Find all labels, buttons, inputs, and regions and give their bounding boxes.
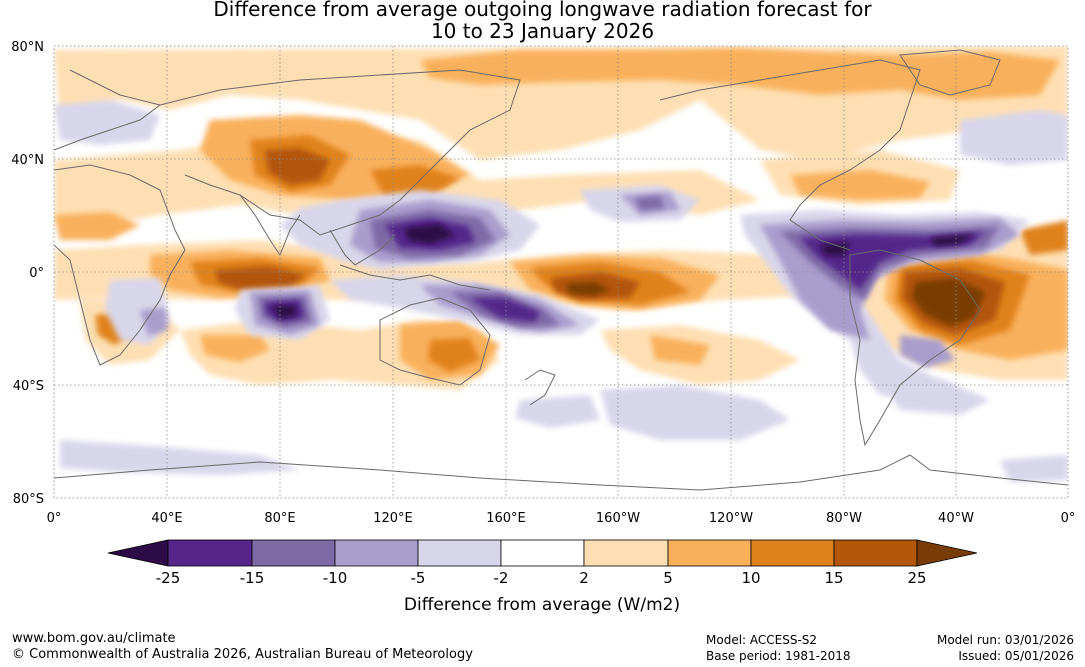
latitude-labels: 80°N 40°N 0° 40°S 80°S (11, 40, 44, 507)
anomaly-region (790, 170, 930, 200)
anomaly-region (420, 48, 1060, 100)
colorbar-extend-low (107, 539, 169, 567)
colorbar (107, 539, 978, 567)
colorbar-extend-high (916, 539, 978, 567)
anomaly-region (960, 110, 1068, 165)
lon-label: 160°W (596, 511, 640, 526)
colorbar-swatch (251, 539, 336, 567)
anomaly-region (54, 212, 140, 240)
lat-label: 80°N (11, 40, 44, 55)
anomaly-region (140, 308, 168, 336)
lat-label: 0° (29, 266, 44, 281)
footer-model: Model: ACCESS-S2 (706, 633, 818, 647)
anomaly-region (900, 335, 955, 368)
colorbar-swatch (500, 539, 585, 567)
coastline-indonesia (339, 264, 491, 291)
coastline-asia (159, 69, 521, 236)
anomaly-region (470, 298, 540, 322)
coastline-antarctica (54, 454, 1068, 491)
colorbar-tick-label: -2 (494, 569, 509, 587)
colorbar-swatch (417, 539, 502, 567)
colorbar-tick-label: 10 (741, 569, 760, 587)
graticule (54, 46, 1068, 498)
lon-label: 40°E (151, 511, 182, 526)
map-border (53, 45, 1069, 499)
colorbar-swatch (583, 539, 669, 567)
footer-copyright: © Commonwealth of Australia 2026, Austra… (12, 647, 473, 662)
colorbar-swatch (167, 539, 253, 567)
colorbar-ticks: -25 -15 -10 -5 -2 2 5 10 15 25 (156, 569, 927, 587)
anomaly-region (265, 148, 330, 185)
footer-issued: Issued: 05/01/2026 (958, 649, 1074, 663)
anomaly-region (930, 234, 975, 246)
colorbar-tick-label: -5 (411, 569, 426, 587)
lon-label: 160°E (486, 511, 526, 526)
coastline-greenland (899, 49, 1001, 96)
lon-label: 120°W (709, 511, 753, 526)
colorbar-tick-label: -15 (240, 569, 265, 587)
anomaly-region (370, 165, 460, 198)
anomaly-region (515, 395, 600, 428)
colorbar-tick-label: -10 (323, 569, 348, 587)
colorbar-swatch (334, 539, 419, 567)
coastline-north-america (659, 59, 921, 251)
colorbar-swatch (667, 539, 752, 567)
anomaly-region (635, 196, 665, 210)
anomaly-region (565, 282, 610, 296)
footer-model-run: Model run: 03/01/2026 (936, 633, 1074, 647)
anomaly-region (650, 335, 710, 365)
lon-label: 80°W (826, 511, 862, 526)
colorbar-tick-label: 5 (663, 569, 673, 587)
coastline-africa (54, 164, 186, 366)
lat-label: 40°N (11, 153, 44, 168)
anomaly-region (880, 378, 990, 415)
anomaly-region (405, 224, 455, 244)
colorbar-tick-label: 25 (907, 569, 926, 587)
coastline-se-asia (329, 229, 396, 266)
anomaly-region (428, 338, 480, 372)
colorbar-tick-label: 15 (824, 569, 843, 587)
anomaly-region (60, 440, 300, 475)
colorbar-swatch (833, 539, 918, 567)
anomaly-region (1020, 220, 1068, 255)
anomaly-region (200, 335, 270, 362)
colorbar-swatch (750, 539, 835, 567)
lon-label: 40°W (938, 511, 974, 526)
footer-base-period: Base period: 1981-2018 (706, 649, 851, 663)
lat-label: 80°S (13, 492, 44, 507)
coastline-south-america (849, 249, 981, 447)
lon-label: 120°E (373, 511, 413, 526)
map-title-line-1: Difference from average outgoing longwav… (213, 0, 872, 21)
anomaly-region (820, 242, 850, 256)
colorbar-title: Difference from average (W/m2) (404, 595, 680, 615)
coastlines (54, 49, 1068, 491)
anomaly-region (600, 385, 790, 440)
anomaly-region (1000, 455, 1068, 482)
anomaly-field (54, 46, 1068, 491)
map-title-line-2: 10 to 23 January 2026 (430, 19, 655, 43)
lon-label: 80°E (264, 511, 295, 526)
coastline-india (239, 194, 301, 257)
anomaly-region (54, 100, 160, 145)
colorbar-tick-label: -25 (156, 569, 181, 587)
footer-url: www.bom.gov.au/climate (12, 631, 176, 646)
longitude-labels: 0° 40°E 80°E 120°E 160°E 160°W 120°W 80°… (47, 511, 1076, 526)
lon-label: 0° (1061, 511, 1076, 526)
coastline-new-zealand (524, 369, 556, 406)
lat-label: 40°S (13, 379, 44, 394)
coastline-europe (54, 69, 162, 151)
colorbar-tick-label: 2 (579, 569, 589, 587)
anomaly-region (272, 305, 296, 318)
lon-label: 0° (47, 511, 62, 526)
